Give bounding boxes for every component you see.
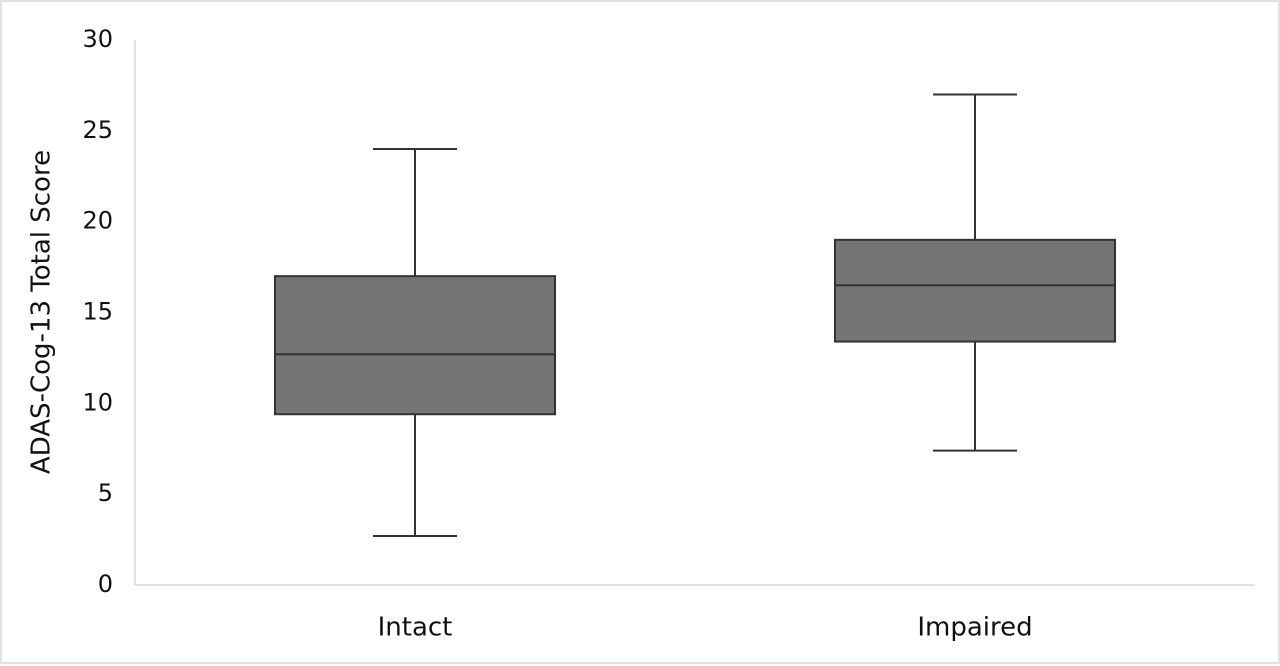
y-tick-label: 15 — [82, 298, 113, 326]
y-tick-label: 0 — [98, 570, 113, 598]
box — [274, 275, 556, 416]
y-tick-label: 10 — [82, 388, 113, 416]
y-tick-label: 5 — [98, 479, 113, 507]
y-axis-title: ADAS-Cog-13 Total Score — [27, 150, 57, 474]
x-tick-label: Intact — [378, 613, 453, 643]
x-tick-label: Impaired — [917, 613, 1032, 643]
y-tick-label: 25 — [82, 116, 113, 144]
y-tick-label: 20 — [82, 207, 113, 235]
box — [834, 238, 1116, 343]
y-tick-label: 30 — [82, 25, 113, 53]
